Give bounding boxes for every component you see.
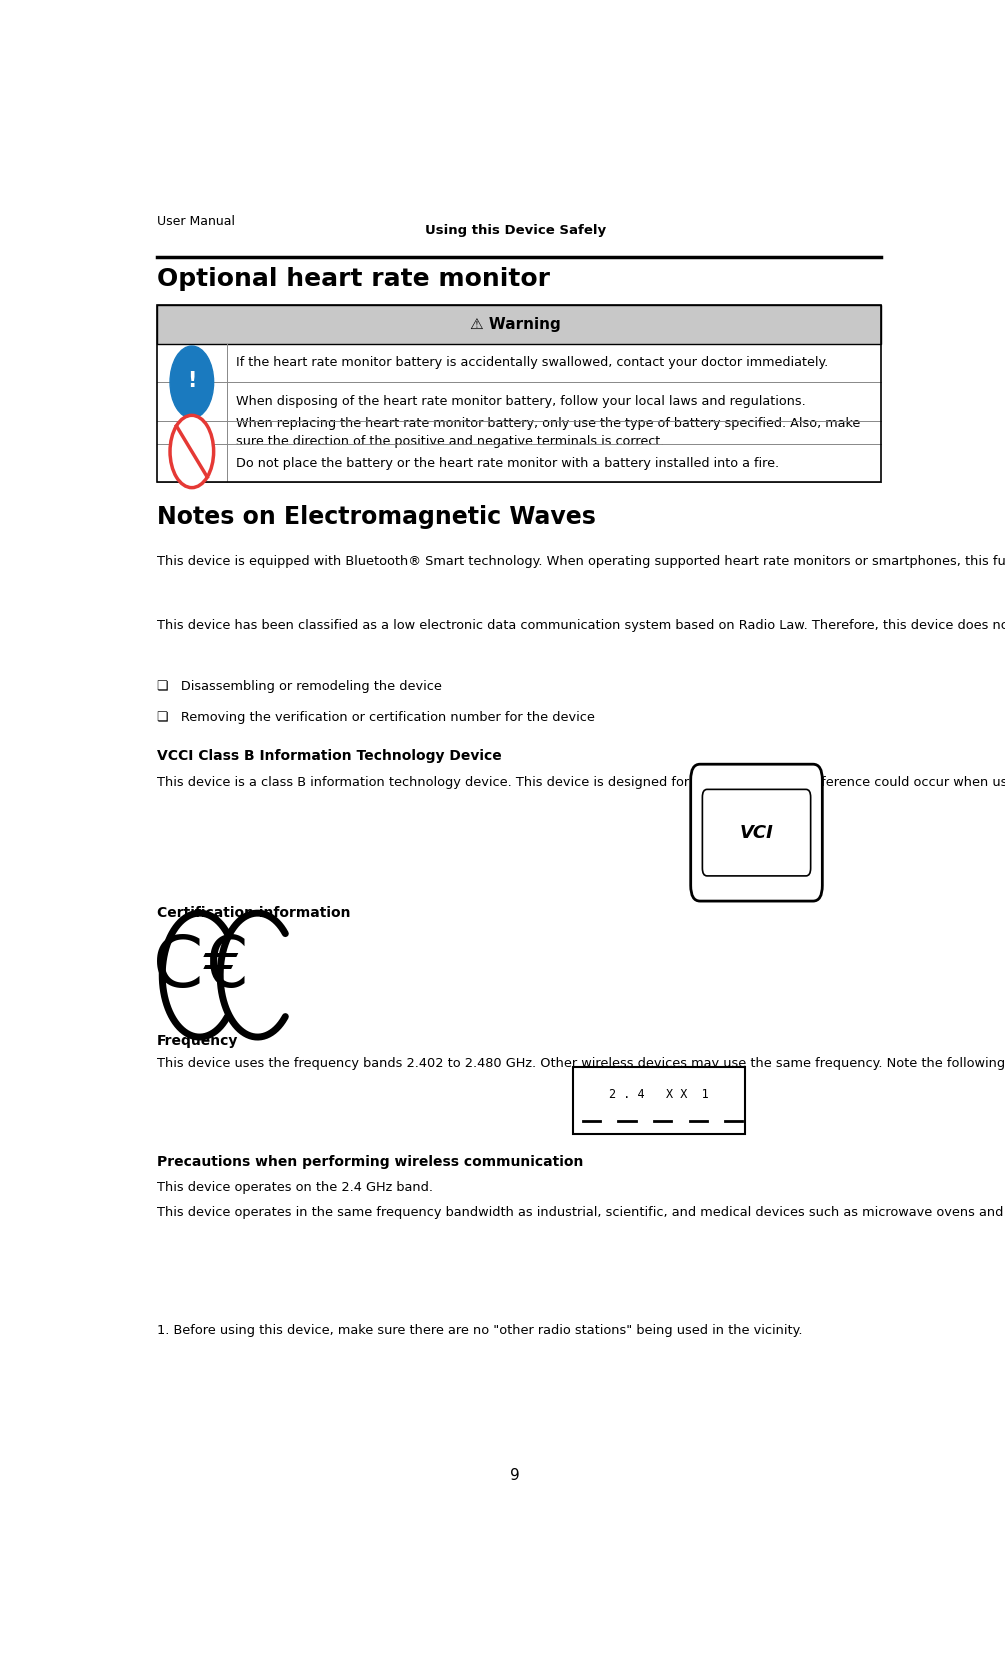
Circle shape — [170, 345, 214, 418]
FancyBboxPatch shape — [157, 344, 881, 382]
FancyBboxPatch shape — [157, 382, 881, 421]
Text: Notes on Electromagnetic Waves: Notes on Electromagnetic Waves — [157, 505, 596, 530]
Text: Optional heart rate monitor: Optional heart rate monitor — [157, 267, 550, 290]
Text: ⚠ Warning: ⚠ Warning — [469, 317, 561, 332]
Text: Do not place the battery or the heart rate monitor with a battery installed into: Do not place the battery or the heart ra… — [236, 456, 779, 470]
Text: 1. Before using this device, make sure there are no "other radio stations" being: 1. Before using this device, make sure t… — [157, 1323, 802, 1337]
Text: User Manual: User Manual — [157, 215, 235, 228]
Text: VCI: VCI — [740, 823, 774, 842]
FancyBboxPatch shape — [690, 765, 822, 901]
Circle shape — [170, 416, 214, 488]
Text: Using this Device Safely: Using this Device Safely — [424, 225, 606, 238]
FancyBboxPatch shape — [157, 444, 881, 483]
Text: This device operates in the same frequency bandwidth as industrial, scientific, : This device operates in the same frequen… — [157, 1206, 1005, 1219]
Text: 9: 9 — [511, 1467, 520, 1482]
Text: 2 . 4   X X  1: 2 . 4 X X 1 — [609, 1088, 710, 1100]
Text: Certification information: Certification information — [157, 906, 351, 919]
Text: ❏   Removing the verification or certification number for the device: ❏ Removing the verification or certifica… — [157, 711, 595, 724]
Text: This device operates on the 2.4 GHz band.: This device operates on the 2.4 GHz band… — [157, 1181, 433, 1194]
Text: ❏   Disassembling or remodeling the device: ❏ Disassembling or remodeling the device — [157, 681, 441, 693]
FancyBboxPatch shape — [157, 305, 881, 344]
Text: This device is equipped with Bluetooth® Smart technology. When operating support: This device is equipped with Bluetooth® … — [157, 555, 1005, 569]
FancyBboxPatch shape — [157, 421, 881, 444]
Text: When replacing the heart rate monitor battery, only use the type of battery spec: When replacing the heart rate monitor ba… — [236, 418, 860, 448]
Text: This device uses the frequency bands 2.402 to 2.480 GHz. Other wireless devices : This device uses the frequency bands 2.4… — [157, 1058, 1005, 1070]
Text: Frequency: Frequency — [157, 1035, 238, 1048]
Text: Precautions when performing wireless communication: Precautions when performing wireless com… — [157, 1154, 583, 1169]
Text: If the heart rate monitor battery is accidentally swallowed, contact your doctor: If the heart rate monitor battery is acc… — [236, 357, 828, 369]
FancyBboxPatch shape — [574, 1067, 745, 1134]
Text: !: ! — [187, 371, 197, 391]
Text: This device has been classified as a low electronic data communication system ba: This device has been classified as a low… — [157, 619, 1005, 632]
Text: VCCI Class B Information Technology Device: VCCI Class B Information Technology Devi… — [157, 750, 501, 763]
Text: This device is a class B information technology device. This device is designed : This device is a class B information tec… — [157, 776, 1005, 790]
Text: When disposing of the heart rate monitor battery, follow your local laws and reg: When disposing of the heart rate monitor… — [236, 396, 806, 408]
Text: C€: C€ — [153, 932, 249, 1001]
